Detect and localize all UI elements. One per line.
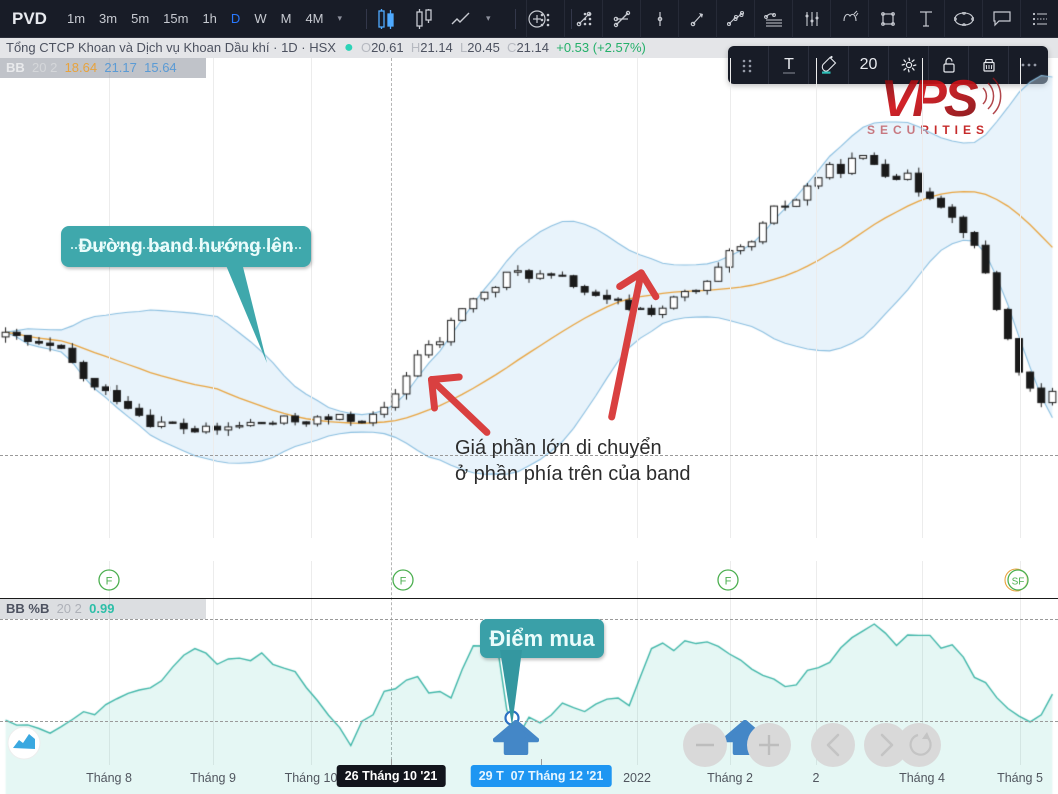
svg-text:SF: SF [1012,577,1025,588]
svg-text:F: F [725,576,732,588]
svg-text:F: F [106,576,113,588]
svg-text:F: F [400,576,407,588]
